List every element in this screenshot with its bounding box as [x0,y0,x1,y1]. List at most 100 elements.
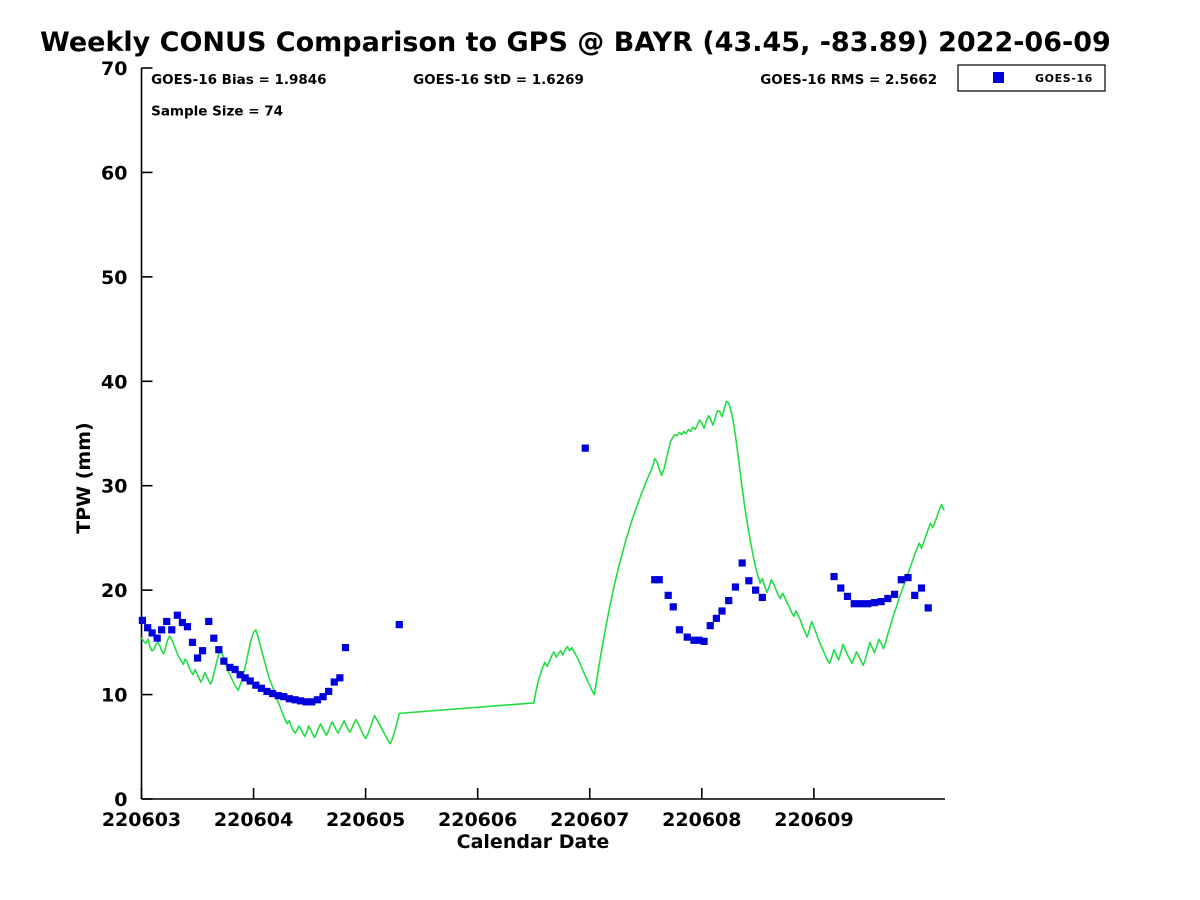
scatter-point [870,599,878,607]
scatter-point [220,657,228,665]
scatter-point [153,634,161,642]
y-tick-label: 30 [101,476,127,498]
scatter-point [718,607,726,615]
scatter-point [325,687,333,696]
scatter-point [274,692,282,700]
scatter-point [877,598,885,606]
scatter-point [226,663,234,672]
legend-label-goes16: GOES-16 [1035,72,1093,85]
scatter-point [168,626,176,634]
scatter-point [297,697,305,705]
scatter-point [205,617,213,626]
y-tick-label: 20 [101,580,127,602]
legend-marker-goes16 [993,72,1004,83]
scatter-point [664,591,672,599]
scatter-point [904,574,912,582]
scatter-point [675,626,684,634]
stat-annotation-0: GOES-16 Bias = 1.9846 [151,72,326,88]
scatter-point [336,674,344,682]
scatter-point [231,665,239,674]
scatter-point [712,614,720,622]
scatter-point [837,584,845,592]
scatter-point [700,637,708,645]
x-tick-label: 220609 [774,809,853,831]
x-tick-label: 220603 [102,809,181,831]
y-tick-label: 50 [101,267,127,289]
stat-annotation-2: GOES-16 RMS = 2.5662 [760,72,937,88]
scatter-point [173,611,181,619]
stat-annotation-1: GOES-16 StD = 1.6269 [413,72,584,88]
page-title: Weekly CONUS Comparison to GPS @ BAYR (4… [40,27,1111,58]
scatter-point [758,593,766,602]
x-tick-label: 220605 [326,809,405,831]
scatter-point [683,633,691,641]
scatter-point [144,624,152,632]
scatter-point [291,696,299,704]
scatter-point [690,636,698,644]
scatter-point [280,693,288,701]
scatter-point [884,594,892,603]
scatter-point [285,695,294,703]
y-tick-label: 70 [101,58,127,80]
scatter-point [138,616,146,625]
scatter-point [725,596,733,605]
legend-background [957,64,1106,92]
x-tick-label: 220606 [438,809,517,831]
scatter-point [257,684,266,692]
scatter-point [252,681,260,689]
data-series [138,400,945,745]
scatter-point [193,654,202,662]
scatter-point [215,646,223,654]
scatter-point [263,687,271,696]
y-axis: 0 10 20 30 40 50 60 70 [101,58,153,811]
scatter-point [911,591,919,599]
scatter-point [148,629,156,637]
scatter-point [246,677,254,685]
scatter-point [830,572,838,581]
scatter-point [313,696,322,704]
scatter-point [269,689,277,698]
scatter-point [241,674,249,682]
scatter-point [395,621,403,629]
y-tick-label: 60 [101,162,127,184]
scatter-point [308,698,316,706]
scatter-point [745,577,753,585]
y-tick-label: 40 [101,371,127,393]
x-axis-label: Calendar Date [457,831,610,853]
y-axis-label: TPW (mm) [73,422,95,533]
chart-legend[interactable]: GOES-16 [957,64,1106,92]
scatter-point [850,600,858,608]
scatter-point [158,626,166,634]
scatter-point [843,592,852,601]
scatter-point [163,617,171,626]
gps-line-series [140,400,945,745]
scatter-point [210,634,218,642]
scatter-point [924,604,932,612]
x-tick-label: 220607 [550,809,629,831]
y-tick-label: 0 [114,789,127,811]
stat-annotation-3: Sample Size = 74 [151,104,283,120]
scatter-point [302,698,310,706]
scatter-point [198,647,207,655]
scatter-point [319,693,327,701]
scatter-point [752,586,760,594]
scatter-point [236,671,244,679]
y-tick-label: 10 [101,685,127,707]
scatter-point [341,643,350,652]
scatter-point [655,576,663,584]
scatter-point [738,559,746,567]
scatter-point [864,600,872,608]
scatter-point [183,623,192,631]
scatter-point [917,584,926,592]
statistics-annotations: GOES-16 Bias = 1.9846 GOES-16 StD = 1.626… [151,72,937,119]
x-axis: 220603 220604 220605 220606 220607 220608 2206… [102,788,945,831]
x-tick-label: 220604 [214,809,293,831]
scatter-point [731,583,740,591]
scatter-point [890,590,899,598]
scatter-point [669,603,677,611]
x-tick-label: 220608 [662,809,741,831]
scatter-point [581,444,589,452]
